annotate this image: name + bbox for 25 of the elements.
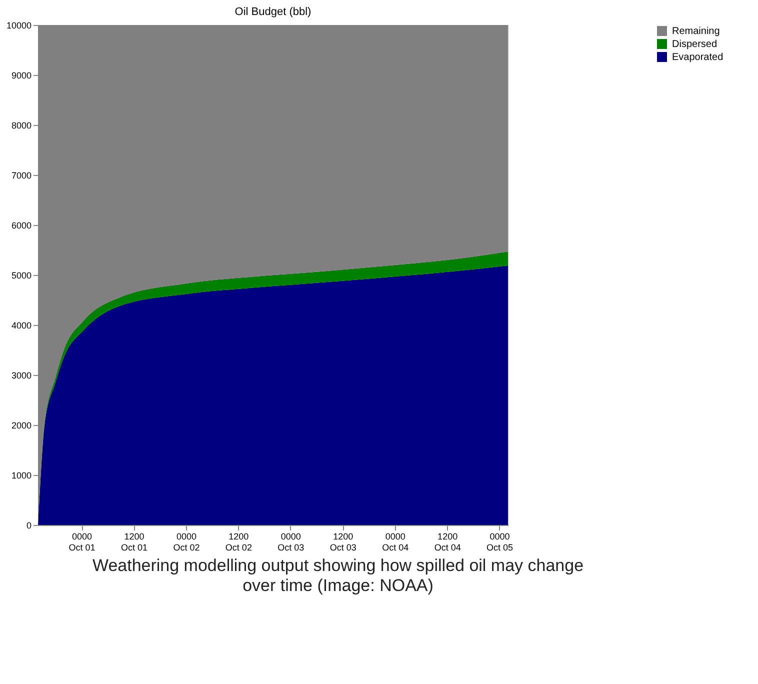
x-tick-label: 0000 Oct 05 (486, 532, 514, 552)
x-tick-label: 0000 Oct 01 (68, 532, 96, 552)
legend-label: Remaining (672, 26, 720, 37)
x-tick-label: 1200 Oct 02 (225, 532, 252, 552)
y-tick-label: 0 (26, 520, 32, 530)
x-tick-label: 1200 Oct 01 (120, 532, 148, 552)
y-tick-label: 9000 (11, 70, 32, 80)
y-tick-label: 6000 (11, 220, 32, 230)
legend-label: Dispersed (672, 39, 718, 50)
y-tick-label: 2000 (11, 420, 32, 430)
x-tick-label: 1200 Oct 04 (434, 532, 461, 552)
text: Weathering modelling output showing how spilled oil may change over time (Image: NOAA) (92, 556, 584, 595)
x-tick-label: 1200 Oct 03 (330, 532, 356, 552)
x-tick-label: 0000 Oct 02 (173, 532, 200, 552)
y-tick-label: 1000 (11, 470, 32, 480)
x-tick-label: 0000 Oct 03 (278, 532, 304, 552)
y-tick-label: 3000 (11, 370, 32, 380)
y-tick-label: 8000 (11, 120, 32, 130)
x-tick-label: 0000 Oct 04 (382, 532, 409, 552)
legend-label: Evaporated (672, 52, 724, 63)
y-tick-label: 7000 (11, 170, 32, 180)
y-tick-label: 4000 (11, 320, 32, 330)
y-tick-label: 5000 (11, 270, 32, 280)
chart-title: Oil Budget (bbl) (234, 6, 312, 18)
y-tick-label: 10000 (6, 20, 32, 30)
